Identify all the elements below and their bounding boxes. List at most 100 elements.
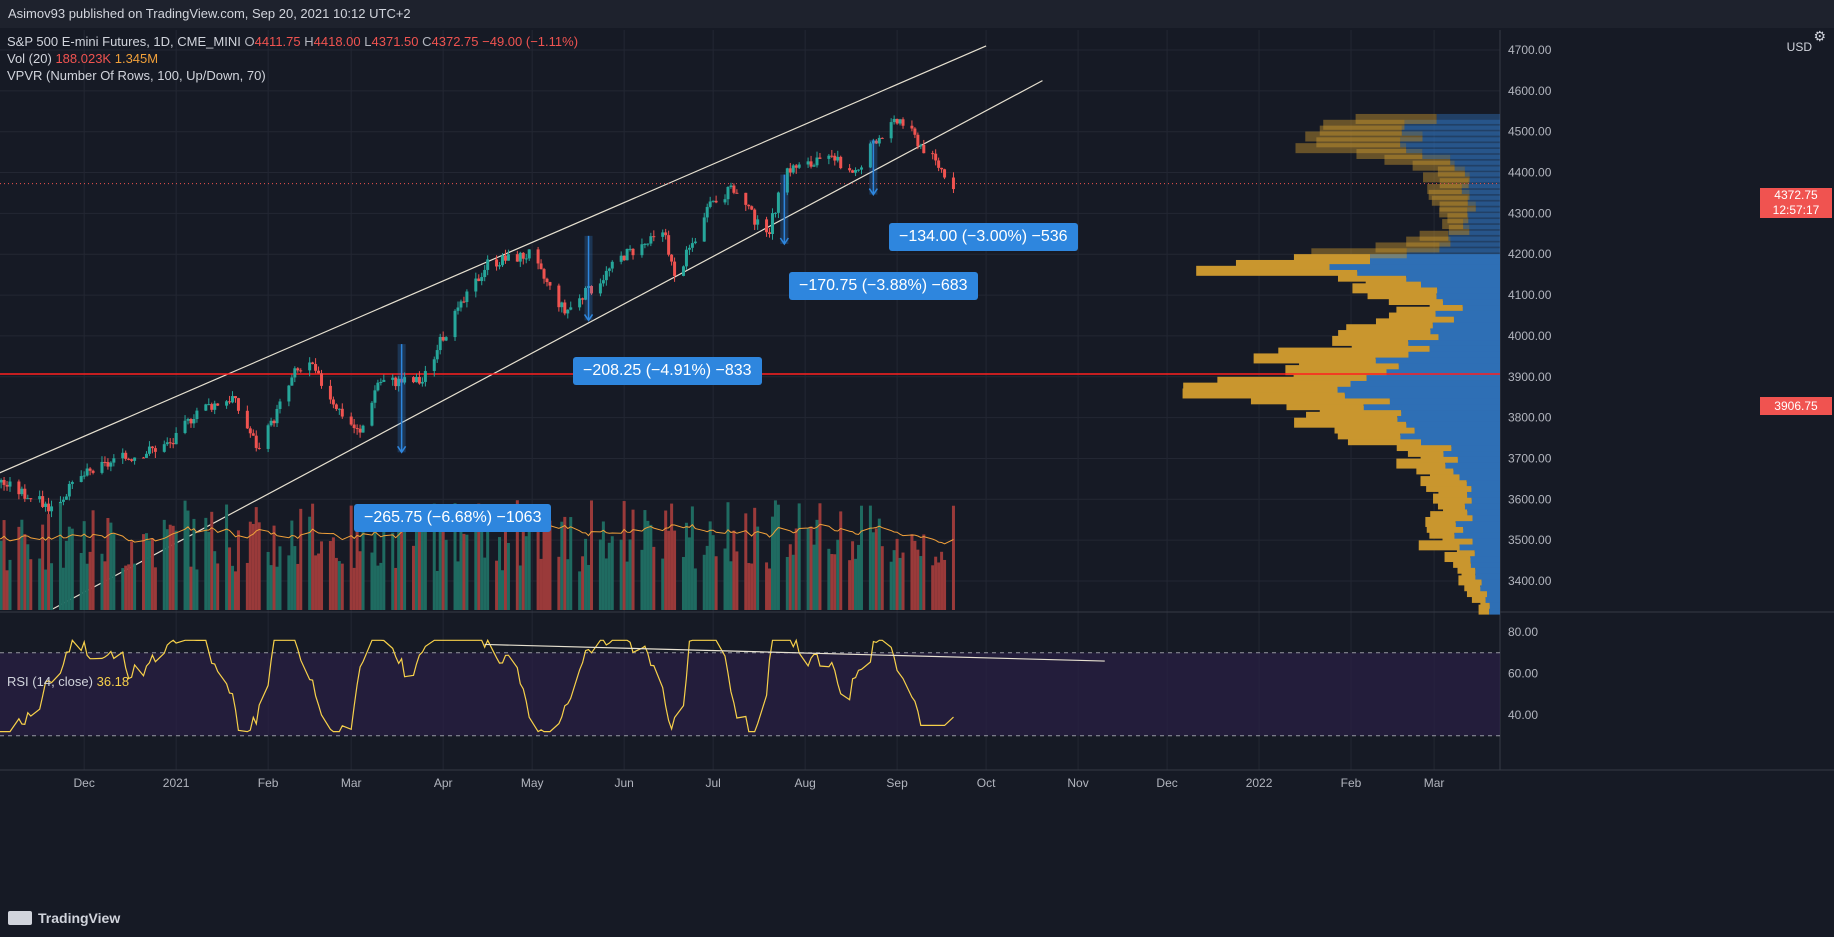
candle-body (940, 167, 944, 170)
price-tick-label: 3400.00 (1508, 574, 1552, 588)
candle-body (444, 337, 448, 341)
currency-label[interactable]: USD (1786, 40, 1812, 54)
candle-body (150, 446, 154, 449)
volume-profile-down-bar (1458, 575, 1482, 586)
volume-bar (153, 567, 157, 610)
volume-bar (361, 513, 365, 610)
candle-body (269, 420, 273, 426)
volume-profile-down-bar (1419, 230, 1449, 241)
drawdown-label-4[interactable]: −134.00 (−3.00%) −536 (889, 223, 1078, 251)
volume-profile-up-bar (1485, 592, 1500, 603)
gear-icon[interactable]: ⚙ (1813, 28, 1826, 44)
volume-bar (729, 561, 733, 610)
volume-profile-down-bar (1334, 423, 1415, 434)
volume-value: 188.023K (55, 51, 112, 66)
candle-body (874, 140, 878, 144)
candle-body (23, 488, 27, 499)
volume-profile-down-bar (1420, 476, 1467, 487)
candle-body (186, 419, 190, 421)
volume-profile-up-bar (1401, 405, 1500, 416)
candle-body (498, 265, 502, 267)
drawdown-label-1[interactable]: −265.75 (−6.68%) −1063 (354, 504, 552, 532)
candle-body (373, 390, 377, 403)
drawdown-arrowhead (868, 188, 878, 196)
volume-profile-down-bar (1337, 271, 1407, 282)
candle-body (103, 461, 107, 463)
volume-profile-down-bar (1311, 248, 1407, 259)
volume-profile-up-bar (1432, 318, 1500, 329)
volume-bar (705, 545, 709, 610)
volume-profile-down-bar (1426, 481, 1472, 492)
volume-bar (598, 539, 602, 610)
volume-bar (895, 538, 899, 610)
volume-profile-down-bar (1427, 184, 1462, 195)
candle-body (465, 291, 469, 302)
volume-bar (275, 566, 279, 610)
volume-profile-up-bar (1406, 271, 1500, 282)
volume-bar (183, 500, 187, 610)
candle-body (765, 219, 769, 233)
volume-profile-up-bar (1448, 230, 1500, 241)
rsi-legend: RSI (14, close) 36.18 (7, 674, 129, 689)
candle-body (557, 285, 561, 308)
volume-profile-down-bar (1416, 464, 1454, 475)
volume-profile-up-bar (1398, 359, 1500, 370)
rsi-line (0, 638, 954, 733)
volume-bar (536, 515, 540, 610)
volume-bar (192, 518, 196, 610)
volume-profile-down-bar (1235, 259, 1330, 270)
drawdown-label-3[interactable]: −170.75 (−3.88%) −683 (789, 272, 978, 300)
volume-bar (441, 511, 445, 610)
candle-body (257, 447, 261, 449)
volume-bar (919, 556, 923, 610)
close-value: 4372.75 (431, 34, 479, 49)
candle-body (165, 442, 169, 445)
candle-body (723, 199, 727, 203)
candle-body (174, 432, 178, 445)
volume-profile-up-bar (1406, 248, 1500, 259)
volume-bar (794, 528, 798, 610)
candle-body (753, 209, 757, 225)
rsi-label: RSI (14, close) (7, 674, 93, 689)
volume-bar (103, 561, 107, 610)
volume-profile-down-bar (1478, 604, 1490, 615)
volume-profile-up-bar (1471, 481, 1500, 492)
time-tick-label: Dec (73, 776, 94, 790)
candle-body (566, 309, 570, 314)
volume-bar (272, 525, 276, 610)
volume-profile-down-bar (1293, 254, 1371, 265)
volume-bar (501, 570, 504, 610)
volume-profile-up-bar (1439, 242, 1500, 253)
candle-body (328, 385, 332, 400)
candle-body (670, 254, 674, 262)
volume-bar (563, 516, 567, 610)
candle-body (85, 468, 89, 476)
vpvr-legend: VPVR (Number Of Rows, 100, Up/Down, 70) (7, 68, 266, 83)
volume-bar (498, 537, 502, 610)
volume-bar (631, 509, 635, 610)
candle-body (233, 396, 237, 399)
candle-body (477, 278, 481, 282)
low-value: 4371.50 (371, 34, 419, 49)
candle-body (189, 419, 193, 424)
volume-bar (317, 553, 321, 610)
volume-profile-down-bar (1439, 178, 1469, 189)
volume-profile-up-bar (1464, 499, 1500, 510)
volume-bar (355, 513, 359, 610)
drawdown-label-2[interactable]: −208.25 (−4.91%) −833 (573, 357, 762, 385)
volume-bar (314, 555, 318, 610)
volume-profile-up-bar (1370, 254, 1500, 265)
volume-bar (150, 538, 154, 610)
candle-body (791, 165, 795, 173)
volume-profile-up-bar (1350, 376, 1500, 387)
time-tick-label: Dec (1156, 776, 1177, 790)
volume-bar (165, 529, 169, 610)
level-price-tag: 3906.75 (1760, 397, 1832, 415)
volume-profile-up-bar (1442, 295, 1500, 306)
candle-body (708, 201, 712, 207)
candle-body (747, 204, 751, 207)
volume-bar (539, 558, 543, 610)
volume-bar (124, 565, 128, 610)
volume-profile-up-bar (1406, 143, 1500, 154)
